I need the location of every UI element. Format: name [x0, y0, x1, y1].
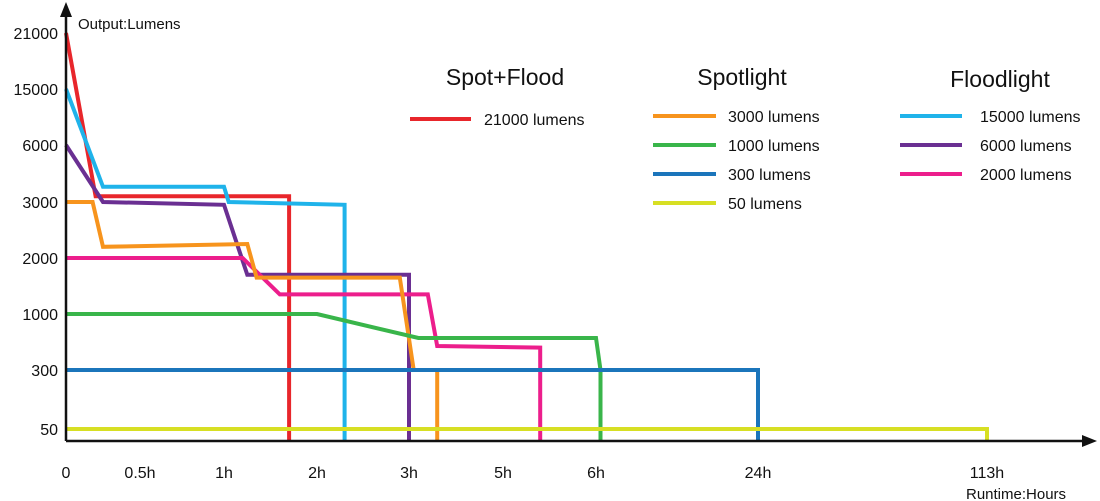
- x-tick-labels: 0 0.5h 1h 2h 3h 5h 6h 24h 113h: [62, 465, 1005, 482]
- series-line-21000-lumens: [64, 32, 292, 441]
- legend: Spot+Flood 21000 lumens Spotlight 3000 lume…: [410, 64, 1081, 213]
- legend-label: 2000 lumens: [980, 167, 1072, 184]
- x-tick-label: 1h: [215, 465, 233, 482]
- series-line-6000-lumens: [64, 143, 411, 441]
- legend-label: 6000 lumens: [980, 138, 1072, 155]
- series-line-15000-lumens: [64, 88, 347, 441]
- plot-series: [64, 32, 989, 441]
- series-line-3000-lumens: [66, 200, 440, 441]
- x-tick-label: 3h: [400, 465, 418, 482]
- x-tick-label: 5h: [494, 465, 512, 482]
- y-tick-label: 6000: [22, 138, 58, 155]
- series-line-50-lumens: [66, 427, 989, 441]
- x-tick-label: 113h: [970, 465, 1004, 482]
- legend-label: 15000 lumens: [980, 109, 1081, 126]
- legend-label: 300 lumens: [728, 167, 811, 184]
- legend-label: 1000 lumens: [728, 138, 820, 155]
- series-line-2000-lumens: [66, 256, 543, 441]
- y-axis-arrow: [60, 2, 72, 17]
- y-tick-label: 3000: [22, 195, 58, 212]
- legend-group-title: Spotlight: [697, 64, 787, 90]
- y-tick-label: 300: [31, 363, 58, 380]
- y-tick-label: 15000: [14, 82, 59, 99]
- x-tick-label: 0.5h: [124, 465, 155, 482]
- y-tick-labels: 50 300 1000 2000 3000 6000 15000 21000: [14, 26, 59, 439]
- y-axis-title: Output:Lumens: [78, 16, 181, 33]
- x-axis-arrow: [1082, 435, 1097, 447]
- y-tick-label: 2000: [22, 251, 58, 268]
- legend-group-title: Floodlight: [950, 66, 1050, 92]
- x-tick-label: 2h: [308, 465, 326, 482]
- y-tick-label: 1000: [22, 307, 58, 324]
- series-line-300-lumens: [66, 368, 760, 441]
- legend-group-title: Spot+Flood: [446, 64, 564, 90]
- x-tick-label: 24h: [745, 465, 772, 482]
- legend-label: 3000 lumens: [728, 109, 820, 126]
- legend-label: 50 lumens: [728, 196, 802, 213]
- x-tick-label: 6h: [587, 465, 605, 482]
- legend-label: 21000 lumens: [484, 112, 585, 129]
- series-line-1000-lumens: [66, 312, 603, 441]
- x-tick-label: 0: [62, 465, 71, 482]
- x-axis-title: Runtime:Hours: [966, 486, 1066, 501]
- y-tick-label: 50: [40, 422, 58, 439]
- y-tick-label: 21000: [14, 26, 59, 43]
